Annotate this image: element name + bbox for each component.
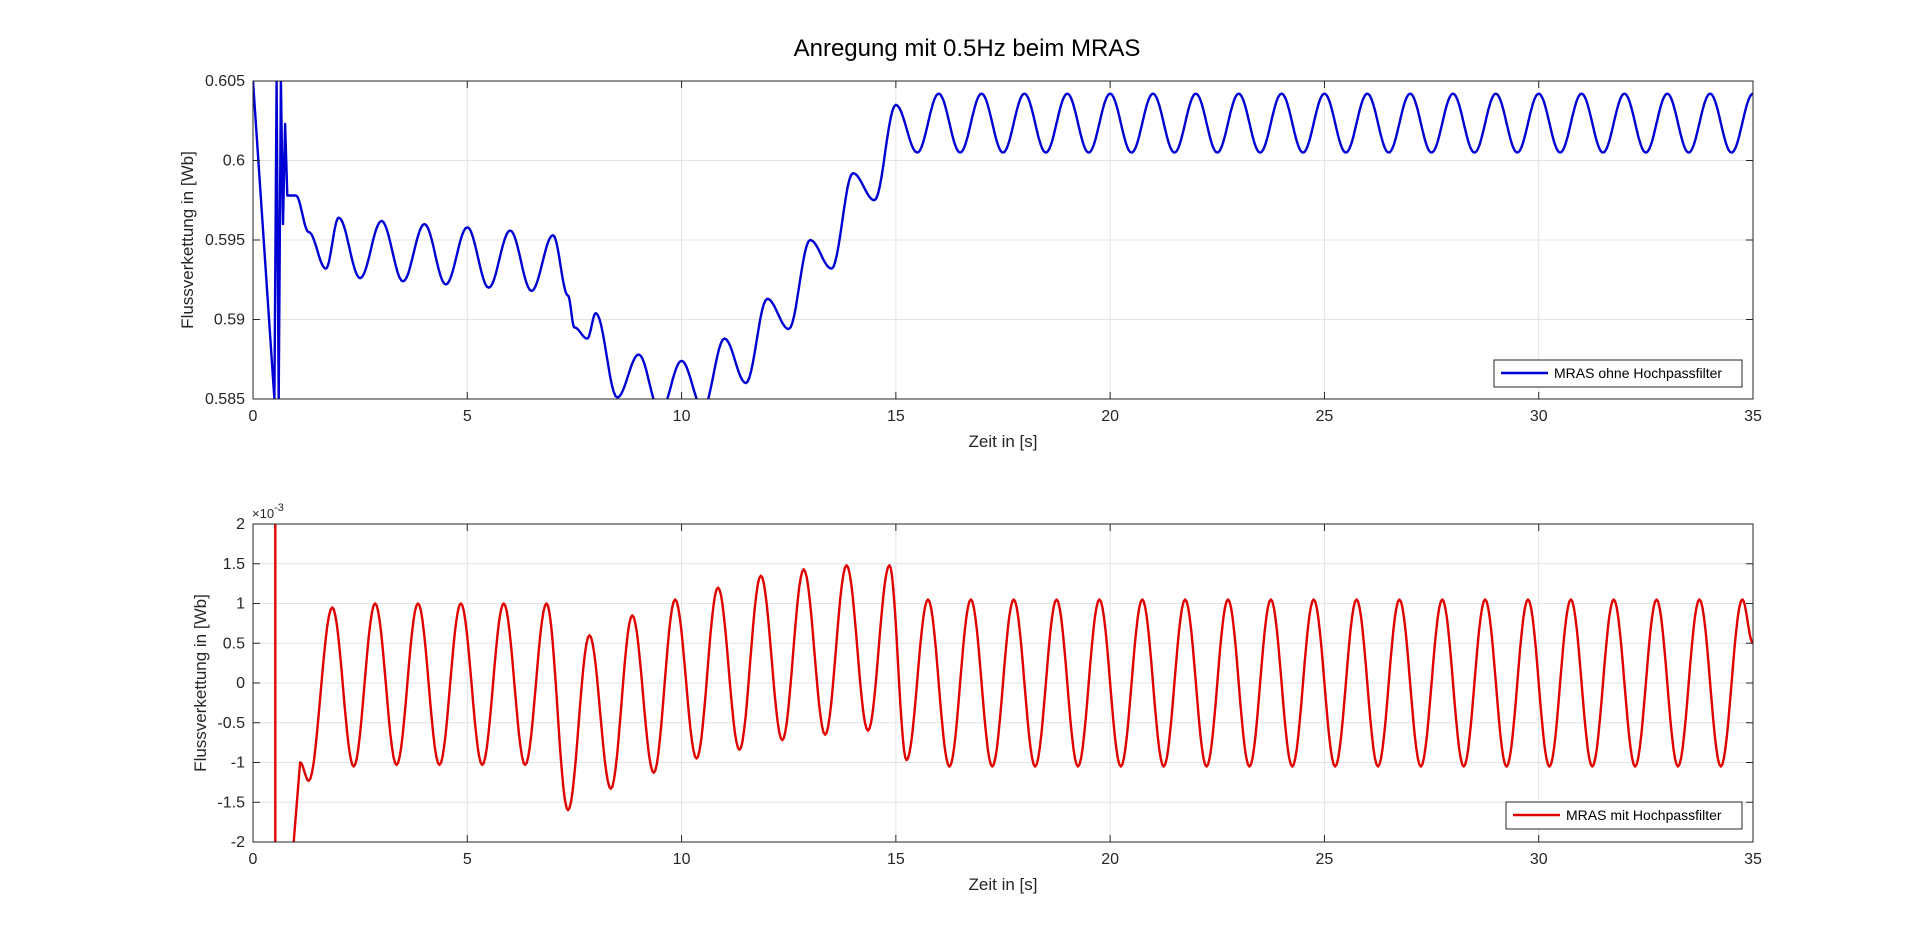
x-tick-label: 5 (463, 851, 472, 868)
y-tick-label: 0.5 (223, 635, 245, 652)
y-tick-label: 2 (236, 516, 245, 533)
ticks-bottom (252, 523, 1754, 843)
y-tick-label: -0.5 (217, 715, 245, 732)
x-tick-label: 20 (1101, 408, 1119, 425)
y-tick-label: 0.605 (205, 73, 245, 90)
x-tick-label: 0 (249, 851, 258, 868)
subplot-top: 0 5 10 15 20 25 30 35 0.585 0.59 0.595 0.6 0.605 Ze… (178, 73, 1762, 451)
y-tick-label: -2 (231, 834, 245, 851)
x-tick-label: 5 (463, 408, 472, 425)
x-tick-label: 15 (887, 851, 905, 868)
y-tick-label: 0.595 (205, 232, 245, 249)
y-tick-label: 1.5 (223, 556, 245, 573)
y-scale-multiplier: ×10-3 (252, 502, 284, 521)
y-tick-label: 0.6 (223, 153, 245, 170)
x-tick-label: 35 (1744, 851, 1762, 868)
x-tick-label: 25 (1316, 408, 1334, 425)
x-tick-label: 10 (673, 851, 691, 868)
x-tick-label: 30 (1530, 851, 1548, 868)
y-tick-label: 1 (236, 596, 245, 613)
ticks-top (252, 80, 1754, 400)
x-tick-label: 0 (249, 408, 258, 425)
y-tick-label: 0.585 (205, 391, 245, 408)
figure-title: Anregung mit 0.5Hz beim MRAS (794, 35, 1141, 62)
x-tick-label: 35 (1744, 408, 1762, 425)
y-axis-label-bottom: Flussverkettung in [Wb] (191, 594, 210, 772)
x-axis-label-bottom: Zeit in [s] (969, 875, 1038, 894)
series-line-mras-ohne-hochpassfilter (253, 81, 1753, 399)
legend-bottom: MRAS mit Hochpassfilter (1505, 801, 1743, 830)
series-line-mras-mit-hochpassfilter (274, 524, 1753, 842)
x-tick-label: 15 (887, 408, 905, 425)
y-tick-label: 0.59 (214, 312, 245, 329)
y-scale-base: ×10 (252, 506, 274, 521)
y-tick-labels-top: 0.585 0.59 0.595 0.6 0.605 (205, 73, 245, 408)
x-tick-labels-bottom: 0 5 10 15 20 25 30 35 (249, 851, 1762, 868)
legend-bottom-label: MRAS mit Hochpassfilter (1566, 807, 1722, 823)
x-tick-label: 10 (673, 408, 691, 425)
x-tick-labels-top: 0 5 10 15 20 25 30 35 (249, 408, 1762, 425)
series-top (253, 81, 1753, 399)
x-axis-label-top: Zeit in [s] (969, 432, 1038, 451)
y-tick-label: -1.5 (217, 794, 245, 811)
subplot-bottom: 0 5 10 15 20 25 30 35 -2 -1.5 -1 -0.5 0 0.5 1 1.5 2 ×10… (191, 502, 1762, 894)
series-bottom (274, 524, 1753, 842)
y-tick-labels-bottom: -2 -1.5 -1 -0.5 0 0.5 1 1.5 2 (217, 516, 245, 851)
x-tick-label: 25 (1316, 851, 1334, 868)
y-scale-exponent: -3 (274, 502, 284, 514)
y-tick-label: 0 (236, 675, 245, 692)
legend-top-label: MRAS ohne Hochpassfilter (1554, 365, 1722, 381)
y-tick-label: -1 (231, 755, 245, 772)
legend-top: MRAS ohne Hochpassfilter (1493, 359, 1743, 388)
x-tick-label: 30 (1530, 408, 1548, 425)
y-axis-label-top: Flussverkettung in [Wb] (178, 151, 197, 329)
x-tick-label: 20 (1101, 851, 1119, 868)
